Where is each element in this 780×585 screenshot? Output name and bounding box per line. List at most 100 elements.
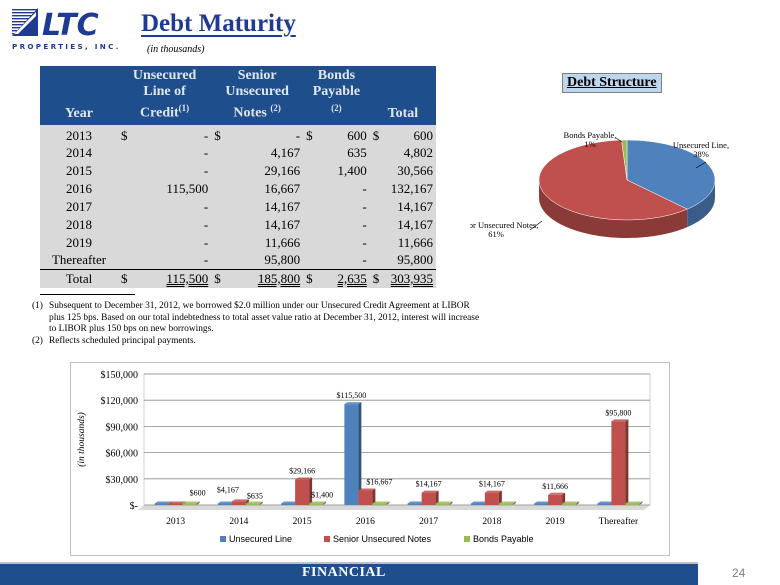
cell-line-of-credit: - [136,251,212,270]
debt-maturity-bar-chart: $- $30,000 $60,000 $90,000 $120,000 $150,000 (… [70,362,670,556]
page-subtitle: (in thousands) [147,44,205,55]
bar-side [625,419,629,505]
cell-dollar [211,143,230,162]
bar-top [625,501,643,504]
bar-bonds-payable [182,503,197,505]
cell-dollar [211,251,230,270]
bar-top [358,488,376,491]
x-tick-label: 2013 [166,517,185,527]
bar-side [449,501,453,505]
cell-dollar [303,143,322,162]
table-row: 2019-11,666-11,666 [40,233,436,252]
bar-side [576,501,580,505]
pie-chart-title: Debt Structure [562,73,662,93]
cell-senior-notes: - [229,124,304,144]
bar-unsecured-line [407,503,422,505]
cell-dollar: $ [118,269,136,288]
debt-structure-pie-chart: Unsecured Line,38% Senior Unsecured Notes… [470,126,770,266]
table-header-row: Year Unsecured Line of Credit(1) Senior … [40,66,436,125]
bar-top [435,501,453,504]
page-title: Debt Maturity [141,10,296,37]
cell-dollar [369,233,388,252]
bar-data-label: $1,400 [311,491,333,500]
cell-dollar [303,233,322,252]
bar-side [639,501,643,505]
header-total: Total [369,66,436,125]
bar-bonds-payable [245,503,260,505]
cell-dollar: $ [211,124,230,144]
cell-dollar [369,215,388,234]
x-tick-label: 2018 [482,517,501,527]
pie-slice-label: Unsecured Line, 38% [673,140,729,159]
svg-text:LTC: LTC [42,8,99,43]
y-tick-label: $150,000 [101,370,139,381]
bar-unsecured-line [470,503,485,505]
cell-total: 600 [387,124,436,144]
bar-top [484,490,502,493]
bar-top [154,501,172,504]
cell-dollar [211,161,230,180]
cell-year: 2019 [40,233,118,252]
bar-data-label: $16,667 [366,477,392,486]
bar-unsecured-line [344,404,359,505]
bar-side [259,501,263,505]
y-tick-label: $60,000 [106,449,139,460]
cell-total: 14,167 [387,197,436,216]
bar-top [534,501,552,504]
bar-top [295,477,313,480]
y-tick-label: $- [130,501,138,512]
bar-senior-unsecured-notes [358,490,373,505]
table-row: 2018-14,167-14,167 [40,215,436,234]
table-row: 2013 $ - $ - $600 $600 [40,124,436,144]
bar-data-label: $11,666 [542,482,568,491]
legend-swatch [220,536,226,542]
bar-top [344,402,362,405]
cell-dollar [369,251,388,270]
bar-senior-unsecured-notes [295,479,310,505]
bar-senior-unsecured-notes [611,421,626,505]
bar-senior-unsecured-notes [484,492,499,505]
bar-side [196,501,200,505]
y-tick-label: $90,000 [106,422,139,433]
header-line-of-credit: Unsecured Line of Credit(1) [118,66,212,125]
x-tick-label: 2015 [293,517,312,527]
cell-line-of-credit: - [136,215,212,234]
header-year: Year [40,66,118,125]
header-bonds-payable: Bonds Payable (2) [303,66,370,125]
footnote-1: (1) Subsequent to December 31, 2012, we … [32,301,480,335]
bar-unsecured-line [534,503,549,505]
bar-side [358,402,362,505]
legend-label: Senior Unsecured Notes [333,534,432,544]
cell-year: 2014 [40,143,118,162]
cell-year: 2018 [40,215,118,234]
pie-leader-line [695,161,707,169]
bar-senior-unsecured-notes [231,501,246,505]
footer-section-label: FINANCIAL [302,565,386,580]
bar-senior-unsecured-notes [168,503,183,505]
cell-total: 14,167 [387,215,436,234]
page-number: 24 [732,566,746,580]
svg-text:PROPERTIES, INC.: PROPERTIES, INC. [12,42,121,51]
company-logo: LTC PROPERTIES, INC. [8,6,130,52]
pie-slice-label: Bonds Payable, 1% [564,130,617,149]
table-row: 2015-29,166 1,400 30,566 [40,161,436,180]
pie-slice [626,139,716,210]
bar-top [562,501,580,504]
bar-top [168,501,186,504]
footnotes: (1) Subsequent to December 31, 2012, we … [32,301,482,347]
cell-line-of-credit: 115,500 [136,179,212,198]
x-tick-label: 2016 [356,517,375,527]
legend-swatch [324,536,330,542]
cell-total: 30,566 [387,161,436,180]
bar-senior-unsecured-notes [421,492,436,505]
cell-year: Total [40,269,118,288]
cell-bonds-payable: 600 [321,124,370,144]
bar-top [217,501,235,504]
bar-data-label: $115,500 [337,391,367,400]
bar-bonds-payable [435,503,450,505]
bar-senior-unsecured-notes [548,494,563,505]
cell-dollar [118,143,136,162]
x-tick-label: 2017 [419,517,438,527]
cell-dollar [211,179,230,198]
bar-top [309,501,327,504]
